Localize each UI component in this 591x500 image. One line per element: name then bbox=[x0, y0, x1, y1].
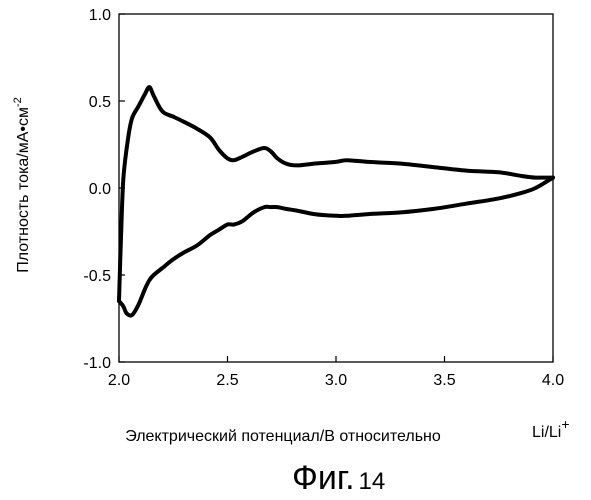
x-axis-unit-sup: + bbox=[561, 416, 569, 432]
series-line-2 bbox=[119, 87, 553, 301]
figure-caption-number: 14 bbox=[359, 468, 386, 495]
y-axis-title-text: Плотность тока/мА•см bbox=[15, 107, 32, 273]
y-tick-label: 0.0 bbox=[89, 181, 111, 198]
y-axis-title: Плотность тока/мА•см-2 bbox=[12, 97, 32, 273]
series-layer bbox=[119, 87, 553, 315]
figure-caption: Фиг.14 bbox=[292, 459, 385, 497]
y-tick-label: -1.0 bbox=[83, 355, 111, 372]
x-tick-label: 2.5 bbox=[216, 372, 238, 389]
y-tick-label: 1.0 bbox=[89, 7, 111, 24]
x-tick-label: 2.0 bbox=[108, 372, 130, 389]
tick-marks bbox=[119, 14, 553, 362]
y-tick-label: -0.5 bbox=[83, 268, 111, 285]
series-line-1 bbox=[119, 178, 553, 316]
x-tick-label: 3.0 bbox=[325, 372, 347, 389]
plot-frame bbox=[119, 14, 553, 362]
figure-caption-label: Фиг. bbox=[292, 459, 355, 497]
x-axis-unit: Li/Li+ bbox=[532, 416, 570, 441]
svg-text:Плотность тока/мА•см-2: Плотность тока/мА•см-2 bbox=[12, 97, 32, 273]
x-tick-label: 4.0 bbox=[542, 372, 564, 389]
x-axis-title: Электрический потенциал/В относительно bbox=[125, 428, 441, 445]
y-axis-title-sup: -2 bbox=[12, 97, 24, 107]
y-tick-label: 0.5 bbox=[89, 94, 111, 111]
x-tick-label: 3.5 bbox=[433, 372, 455, 389]
x-axis-unit-text: Li/Li bbox=[532, 424, 561, 441]
